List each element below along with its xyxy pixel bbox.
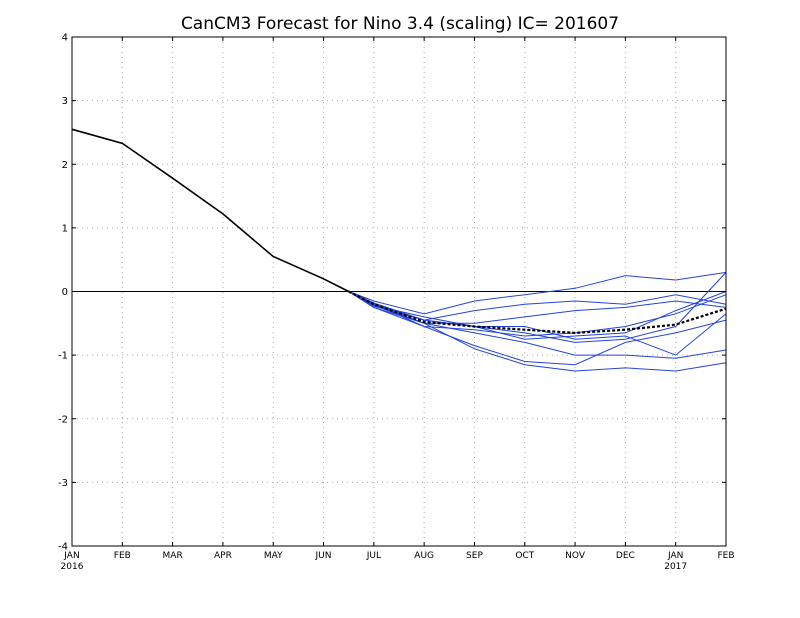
y-tick-label: -1	[58, 351, 68, 362]
x-tick-label: MAR	[163, 551, 183, 561]
y-tick-label: 0	[62, 287, 68, 298]
y-tick-label: -2	[58, 414, 68, 425]
ensemble-member-line-7	[348, 291, 727, 366]
y-tick-label: 4	[62, 33, 68, 44]
chart-title: CanCM3 Forecast for Nino 3.4 (scaling) I…	[181, 14, 619, 34]
ensemble-member-line-6	[348, 272, 727, 343]
x-tick-label: JUL	[366, 551, 381, 561]
ensemble-mean	[348, 290, 727, 335]
x-tick-label: JAN	[667, 551, 683, 561]
x-tick-label: OCT	[515, 551, 534, 561]
y-tick-label: -3	[58, 478, 68, 489]
y-tick-label: 1	[62, 223, 68, 234]
x-axis: JAN FEB MAR APR MAY JUN JUL AUG SEP OCT NOV DEC JAN F…	[61, 37, 735, 572]
ensemble-members	[348, 271, 727, 372]
x-tick-label: DEC	[616, 551, 635, 561]
x-tick-label: JAN	[63, 551, 79, 561]
y-tick-label: 2	[62, 160, 68, 171]
y-tick-label: -4	[58, 542, 68, 553]
x-year-label: 2017	[664, 562, 687, 572]
x-tick-label: SEP	[466, 551, 483, 561]
x-tick-label: JUN	[315, 551, 332, 561]
x-tick-label: FEB	[114, 551, 131, 561]
ensemble-mean-line	[348, 290, 727, 335]
ensemble-member-line-9	[348, 291, 727, 359]
x-year-label: 2016	[61, 562, 84, 572]
x-tick-label: NOV	[565, 551, 586, 561]
ensemble-member-line-1	[348, 271, 727, 315]
x-tick-label: MAY	[264, 551, 283, 561]
ensemble-member-line-2	[348, 291, 727, 321]
observed-line	[71, 128, 350, 293]
y-tick-label: 3	[62, 96, 68, 107]
x-tick-label: APR	[214, 551, 232, 561]
x-tick-label: FEB	[717, 551, 734, 561]
x-tick-label: AUG	[414, 551, 434, 561]
ensemble-member-line-8	[348, 291, 727, 372]
y-axis: -4 -3 -2 -1 0 1 2 3 4	[58, 33, 726, 553]
observed-series	[71, 128, 350, 293]
